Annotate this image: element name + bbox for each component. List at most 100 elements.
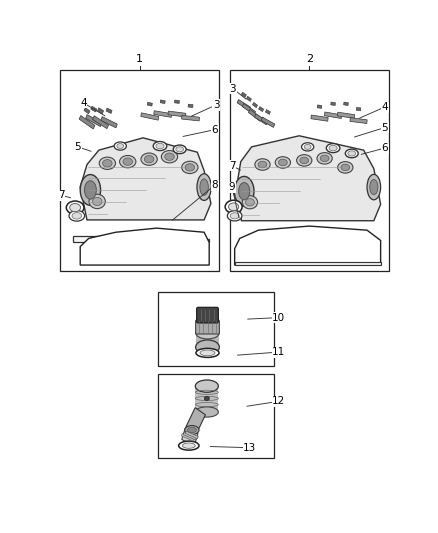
Ellipse shape xyxy=(196,327,219,339)
Text: 12: 12 xyxy=(272,397,286,406)
Ellipse shape xyxy=(297,155,312,166)
Ellipse shape xyxy=(230,213,239,219)
Polygon shape xyxy=(141,113,159,120)
Polygon shape xyxy=(331,102,336,106)
Bar xyxy=(195,386,219,412)
Ellipse shape xyxy=(317,152,332,164)
Ellipse shape xyxy=(197,174,211,200)
Text: 11: 11 xyxy=(272,347,286,357)
FancyBboxPatch shape xyxy=(196,320,219,334)
Ellipse shape xyxy=(320,155,329,161)
Ellipse shape xyxy=(187,427,196,433)
Ellipse shape xyxy=(182,443,195,448)
Ellipse shape xyxy=(120,156,136,168)
Polygon shape xyxy=(261,117,275,127)
Bar xyxy=(60,70,219,271)
Polygon shape xyxy=(237,100,251,110)
Ellipse shape xyxy=(200,179,208,195)
Ellipse shape xyxy=(345,149,358,158)
Ellipse shape xyxy=(85,181,96,199)
Polygon shape xyxy=(325,112,342,118)
Ellipse shape xyxy=(99,157,116,169)
Ellipse shape xyxy=(304,144,311,149)
Polygon shape xyxy=(154,111,172,117)
Bar xyxy=(230,70,389,271)
Text: 6: 6 xyxy=(212,125,218,135)
FancyBboxPatch shape xyxy=(197,308,219,323)
Polygon shape xyxy=(160,100,165,103)
Ellipse shape xyxy=(69,211,85,221)
Polygon shape xyxy=(337,112,355,118)
Polygon shape xyxy=(182,428,198,445)
Polygon shape xyxy=(74,236,209,243)
Polygon shape xyxy=(188,104,193,108)
Ellipse shape xyxy=(173,145,186,154)
Polygon shape xyxy=(80,228,209,265)
Ellipse shape xyxy=(348,151,356,156)
Ellipse shape xyxy=(195,380,219,392)
Polygon shape xyxy=(181,434,194,441)
Polygon shape xyxy=(101,117,117,128)
Ellipse shape xyxy=(341,164,350,171)
Text: 10: 10 xyxy=(272,312,285,322)
Ellipse shape xyxy=(66,201,84,214)
Text: 4: 4 xyxy=(80,98,87,108)
Text: 3: 3 xyxy=(213,100,219,110)
Ellipse shape xyxy=(156,143,164,149)
Text: 6: 6 xyxy=(381,143,388,153)
Polygon shape xyxy=(182,115,199,121)
Polygon shape xyxy=(184,432,196,440)
Ellipse shape xyxy=(301,143,314,151)
Ellipse shape xyxy=(176,147,184,152)
Polygon shape xyxy=(253,102,258,108)
Ellipse shape xyxy=(246,199,254,206)
Ellipse shape xyxy=(242,196,258,209)
Polygon shape xyxy=(235,262,381,265)
Polygon shape xyxy=(106,108,112,114)
Ellipse shape xyxy=(255,159,270,170)
Ellipse shape xyxy=(204,397,209,400)
Polygon shape xyxy=(79,116,95,129)
Ellipse shape xyxy=(145,156,154,163)
Polygon shape xyxy=(350,118,367,124)
Polygon shape xyxy=(186,408,205,434)
Polygon shape xyxy=(168,111,186,117)
Text: 13: 13 xyxy=(243,443,257,453)
Polygon shape xyxy=(235,226,381,265)
Polygon shape xyxy=(254,114,268,125)
Ellipse shape xyxy=(141,153,157,165)
Text: 5: 5 xyxy=(74,142,81,152)
Bar xyxy=(158,374,274,458)
Polygon shape xyxy=(258,107,264,111)
Ellipse shape xyxy=(367,174,381,200)
Ellipse shape xyxy=(370,180,378,195)
Text: 1: 1 xyxy=(136,54,143,64)
Polygon shape xyxy=(237,136,381,221)
Bar xyxy=(158,292,274,366)
Ellipse shape xyxy=(102,159,112,167)
Ellipse shape xyxy=(300,157,309,164)
Ellipse shape xyxy=(80,175,101,205)
Ellipse shape xyxy=(229,203,239,211)
Polygon shape xyxy=(344,102,348,106)
Text: 5: 5 xyxy=(381,123,388,133)
Polygon shape xyxy=(147,102,152,106)
Text: 3: 3 xyxy=(230,84,236,94)
Ellipse shape xyxy=(326,143,340,152)
Ellipse shape xyxy=(279,159,287,166)
Ellipse shape xyxy=(92,197,102,206)
Ellipse shape xyxy=(165,153,174,160)
Text: 7: 7 xyxy=(229,161,235,171)
Polygon shape xyxy=(80,138,211,220)
Polygon shape xyxy=(84,108,90,114)
Ellipse shape xyxy=(329,146,337,151)
Ellipse shape xyxy=(338,161,353,173)
Ellipse shape xyxy=(185,425,199,434)
Polygon shape xyxy=(317,105,322,108)
Text: 4: 4 xyxy=(381,102,388,112)
Ellipse shape xyxy=(153,142,167,150)
Text: 2: 2 xyxy=(306,54,313,64)
Ellipse shape xyxy=(196,349,219,358)
Polygon shape xyxy=(356,107,361,111)
Ellipse shape xyxy=(72,213,81,219)
